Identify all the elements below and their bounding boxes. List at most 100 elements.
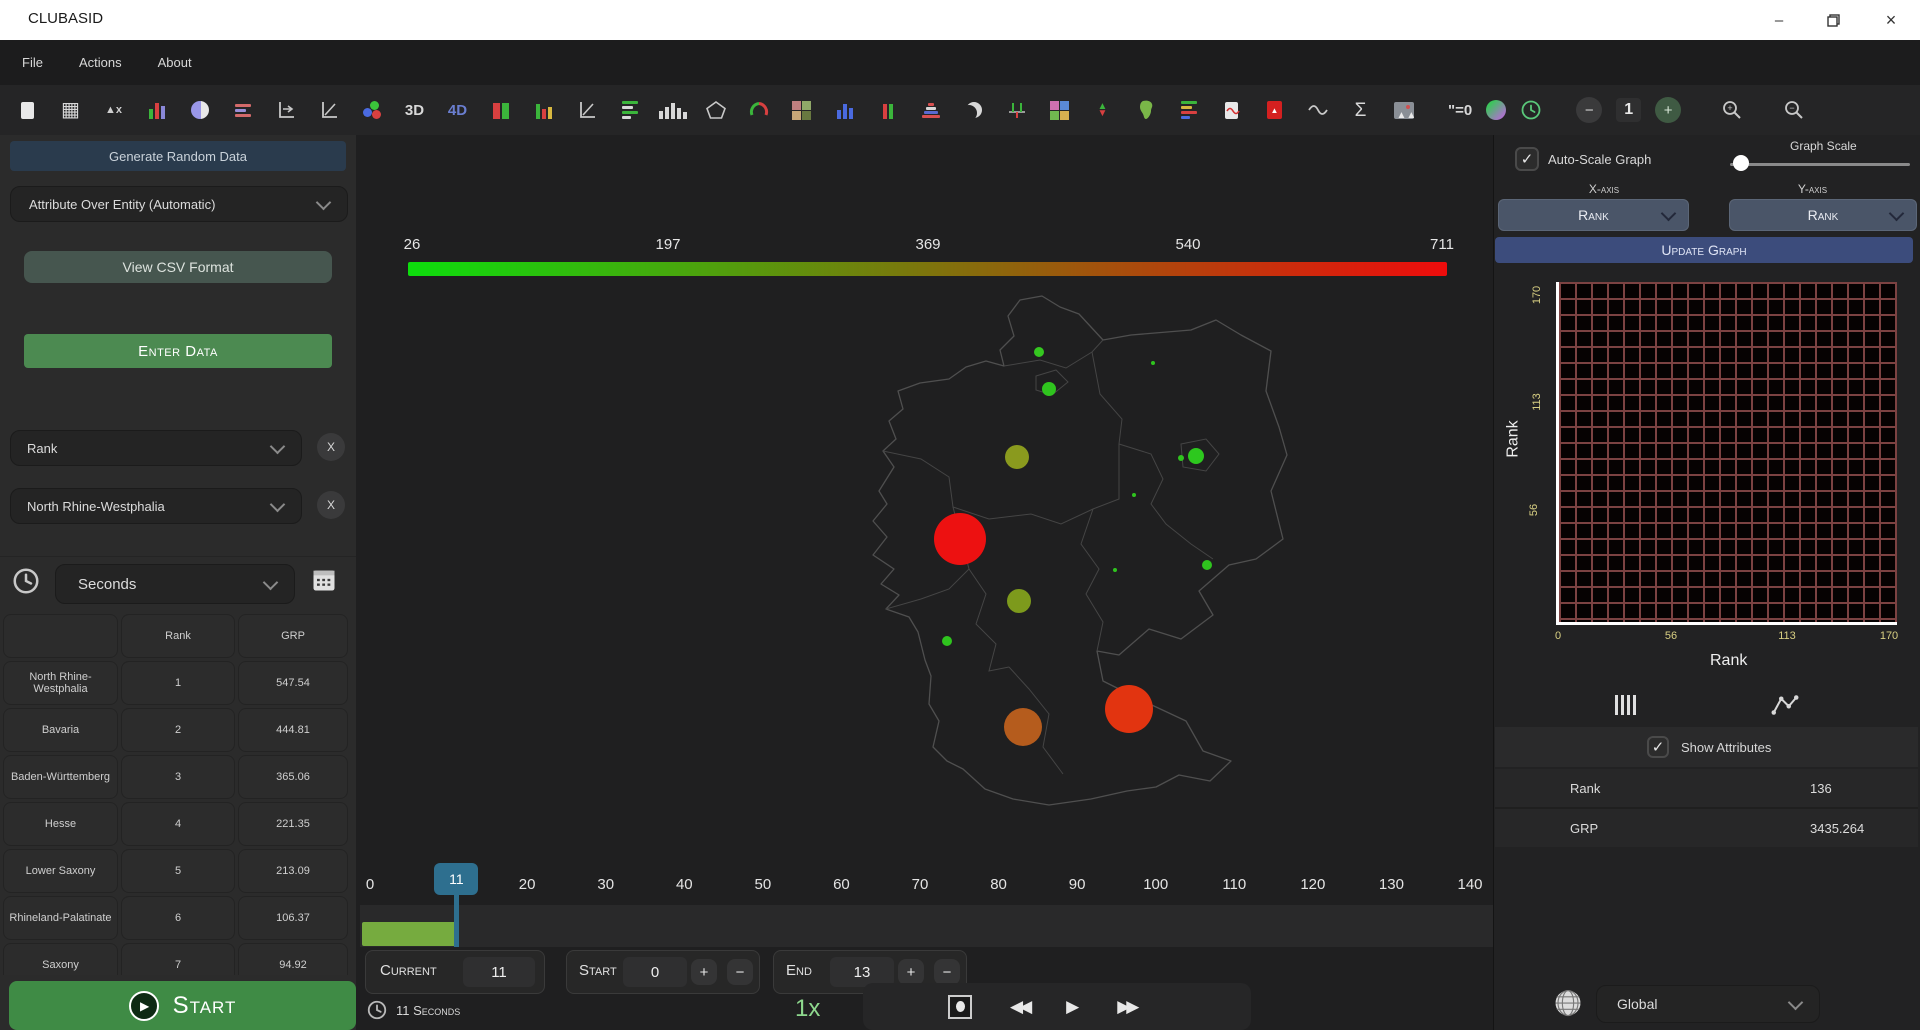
map-data-point[interactable] bbox=[1105, 685, 1153, 733]
map-data-point[interactable] bbox=[1042, 382, 1056, 396]
rgb-dots-icon[interactable] bbox=[350, 85, 393, 135]
history-clock-icon[interactable] bbox=[1520, 85, 1542, 135]
scatter-plot[interactable] bbox=[1556, 282, 1897, 625]
start-value[interactable]: 0 bbox=[623, 957, 687, 987]
current-value[interactable]: 11 bbox=[463, 957, 535, 987]
end-increment-button[interactable]: + bbox=[898, 959, 924, 985]
menu-file[interactable]: File bbox=[22, 55, 43, 70]
generate-random-data-button[interactable]: Generate Random Data bbox=[10, 141, 346, 171]
stop-button[interactable] bbox=[948, 994, 972, 1019]
map-data-point[interactable] bbox=[1151, 361, 1155, 365]
pentagon-icon[interactable] bbox=[694, 85, 737, 135]
map-data-point[interactable] bbox=[1007, 589, 1031, 613]
axis-arrow-icon[interactable] bbox=[264, 85, 307, 135]
remove-attribute-button[interactable]: X bbox=[317, 433, 345, 461]
record-icon[interactable]: ▲ bbox=[1253, 85, 1296, 135]
wave-icon[interactable] bbox=[1296, 85, 1339, 135]
gauge-icon[interactable] bbox=[737, 85, 780, 135]
auto-scale-checkbox[interactable] bbox=[1515, 147, 1539, 171]
start-animation-button[interactable]: ▶ Start bbox=[9, 981, 356, 1030]
start-increment-button[interactable]: + bbox=[691, 959, 717, 985]
timeline-handle[interactable]: 11 bbox=[434, 863, 479, 895]
map-data-point[interactable] bbox=[1034, 347, 1044, 357]
image-icon[interactable]: ▲▲ bbox=[1382, 85, 1425, 135]
stacked-chart-icon[interactable] bbox=[1167, 85, 1210, 135]
text-lines-icon[interactable] bbox=[608, 85, 651, 135]
end-value[interactable]: 13 bbox=[830, 957, 894, 987]
candles-icon[interactable] bbox=[866, 85, 909, 135]
start-decrement-button[interactable]: − bbox=[727, 959, 753, 985]
duration-text: 11 Seconds bbox=[396, 1003, 461, 1018]
pie-icon[interactable] bbox=[178, 85, 221, 135]
four-d-icon[interactable]: 4D bbox=[447, 101, 468, 119]
rewind-button[interactable]: ◀◀ bbox=[1010, 996, 1032, 1016]
columns-icon[interactable] bbox=[479, 85, 522, 135]
map-data-point[interactable] bbox=[1132, 493, 1136, 497]
menu-about[interactable]: About bbox=[157, 55, 192, 70]
map-data-point[interactable] bbox=[1113, 568, 1117, 572]
timeline-tick: 60 bbox=[833, 876, 850, 893]
map-data-point[interactable] bbox=[934, 513, 986, 565]
graph-scale-slider[interactable] bbox=[1730, 163, 1910, 166]
mosaic-icon[interactable] bbox=[780, 85, 823, 135]
zoom-in-icon[interactable]: + bbox=[1721, 85, 1743, 135]
sort-updown-icon[interactable]: ▲ ▼ bbox=[1097, 100, 1108, 119]
play-button[interactable]: ▶ bbox=[1066, 996, 1080, 1016]
colorbars-icon[interactable] bbox=[522, 85, 565, 135]
entity-dropdown[interactable]: North Rhine-Westphalia bbox=[10, 488, 302, 524]
end-decrement-button[interactable]: − bbox=[934, 959, 960, 985]
region-dropdown[interactable]: Global bbox=[1596, 985, 1820, 1023]
africa-icon[interactable] bbox=[1124, 85, 1167, 135]
decrement-button[interactable]: − bbox=[1576, 85, 1603, 135]
barchart-icon[interactable] bbox=[135, 85, 178, 135]
posts-icon[interactable] bbox=[995, 85, 1038, 135]
map-data-point[interactable] bbox=[942, 636, 952, 646]
blue-chart-icon[interactable] bbox=[823, 85, 866, 135]
increment-button[interactable]: + bbox=[1655, 85, 1682, 135]
map-data-point[interactable] bbox=[1004, 708, 1042, 746]
map-data-point[interactable] bbox=[1005, 445, 1029, 469]
close-button[interactable]: × bbox=[1868, 0, 1914, 40]
minimize-button[interactable]: – bbox=[1756, 0, 1802, 40]
calendar-icon[interactable] bbox=[310, 566, 338, 594]
show-attributes-checkbox[interactable] bbox=[1647, 736, 1669, 758]
map-data-point[interactable] bbox=[1178, 455, 1184, 461]
scatter-line-icon[interactable] bbox=[307, 85, 350, 135]
label-axis-icon[interactable]: ▲x bbox=[104, 104, 122, 116]
table-icon[interactable]: ▦ bbox=[61, 99, 80, 121]
maximize-button[interactable] bbox=[1810, 0, 1856, 40]
map-layers-icon[interactable] bbox=[1038, 85, 1081, 135]
globe-icon bbox=[1555, 989, 1581, 1017]
doc-wave-icon[interactable] bbox=[1210, 85, 1253, 135]
mode-dropdown[interactable]: Attribute Over Entity (Automatic) bbox=[10, 186, 348, 222]
update-graph-button[interactable]: Update Graph bbox=[1495, 237, 1913, 263]
attribute-dropdown[interactable]: Rank bbox=[10, 430, 302, 466]
sigma-icon[interactable]: Σ bbox=[1354, 99, 1367, 121]
filter-zero-icon[interactable]: "=0 bbox=[1448, 101, 1473, 119]
three-d-icon[interactable]: 3D bbox=[404, 101, 425, 119]
histogram-icon[interactable] bbox=[651, 85, 694, 135]
map-data-point[interactable] bbox=[1202, 560, 1212, 570]
y-axis-dropdown[interactable]: Rank bbox=[1729, 199, 1917, 231]
enter-data-button[interactable]: Enter Data bbox=[24, 334, 332, 368]
hbars-icon[interactable] bbox=[221, 85, 264, 135]
line-graph-type-button[interactable] bbox=[1768, 690, 1802, 720]
timeline-track[interactable] bbox=[360, 905, 1493, 947]
menu-actions[interactable]: Actions bbox=[78, 55, 122, 70]
map-data-point[interactable] bbox=[1188, 448, 1204, 464]
graph-scale-thumb[interactable] bbox=[1733, 155, 1749, 171]
bar-graph-type-button[interactable] bbox=[1608, 690, 1642, 720]
moon-icon[interactable] bbox=[952, 85, 995, 135]
time-unit-dropdown[interactable]: Seconds bbox=[55, 564, 295, 604]
show-attributes-label: Show Attributes bbox=[1681, 739, 1772, 755]
x-axis-dropdown[interactable]: Rank bbox=[1498, 199, 1689, 231]
remove-entity-button[interactable]: X bbox=[317, 491, 345, 519]
zoom-out-icon[interactable]: − bbox=[1783, 85, 1805, 135]
view-csv-format-button[interactable]: View CSV Format bbox=[24, 251, 332, 283]
fast-forward-button[interactable]: ▶▶ bbox=[1117, 996, 1139, 1016]
file-icon[interactable] bbox=[6, 85, 49, 135]
table-cell: 4 bbox=[121, 802, 235, 846]
gradient-circle-icon[interactable] bbox=[1486, 85, 1507, 135]
trend-icon[interactable] bbox=[565, 85, 608, 135]
pyramid-icon[interactable] bbox=[909, 85, 952, 135]
